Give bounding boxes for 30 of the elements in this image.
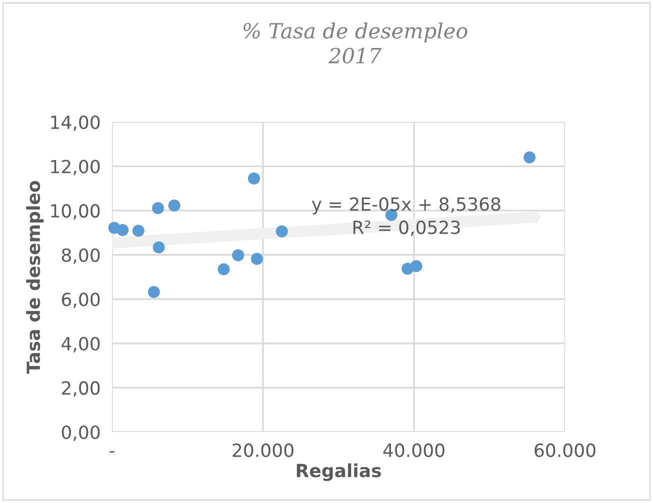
point: [168, 199, 180, 212]
y-tick-label: 14,00: [51, 115, 100, 131]
point: [524, 151, 536, 164]
point: [276, 225, 288, 238]
point: [132, 224, 144, 237]
y-axis-title: Tasa de desempleo: [26, 180, 44, 374]
x-axis-title: Regalias: [296, 463, 381, 481]
y-tick-label: 10,00: [51, 204, 100, 220]
point: [116, 224, 129, 236]
y-tick-label: 0,00: [62, 425, 100, 441]
y-tick-label: 2,00: [62, 381, 100, 397]
point: [250, 252, 263, 265]
y-tick-label: 4,00: [62, 336, 100, 352]
x-tick-label: 60.000: [534, 443, 596, 458]
point: [218, 263, 230, 276]
y-tick-label: 12,00: [51, 160, 100, 176]
point: [148, 286, 160, 298]
point: [152, 202, 164, 214]
point: [410, 260, 422, 272]
point: [248, 172, 260, 184]
annotation: y = 2E-05x + 8,5368: [312, 197, 500, 214]
chart-title: % Tasa de desempleo 2017: [244, 22, 468, 64]
x-tick-label: 20.000: [232, 443, 294, 458]
x-tick-label: -: [110, 451, 114, 453]
x-tick-label: 40.000: [383, 443, 444, 458]
point: [152, 241, 165, 254]
annotation: R² = 0,0523: [353, 220, 460, 236]
point: [232, 249, 244, 262]
y-tick-label: 8,00: [62, 248, 100, 264]
y-tick-label: 6,00: [62, 292, 100, 308]
